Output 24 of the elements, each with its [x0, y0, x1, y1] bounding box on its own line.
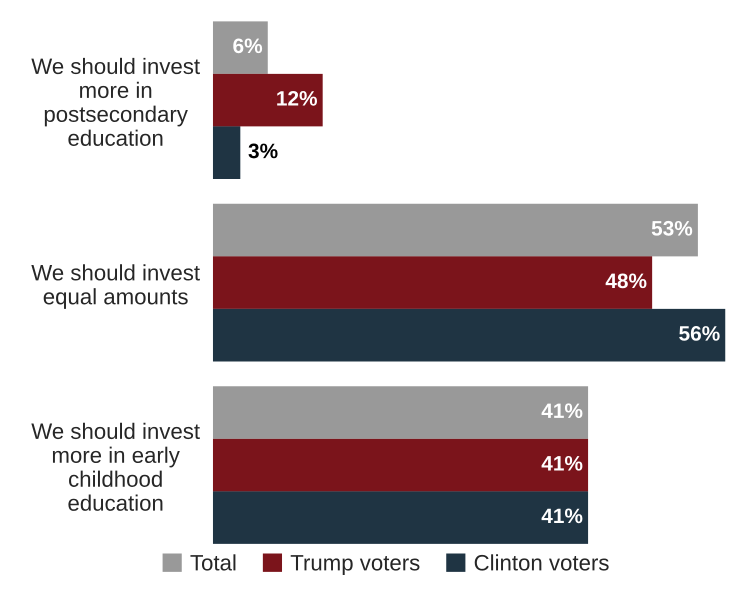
data-label: 12% — [277, 91, 318, 106]
data-label: 6% — [233, 38, 262, 54]
legend-label: Trump voters — [290, 555, 420, 575]
y-tick-label: We should invest more in early childhood education — [31, 422, 200, 511]
bar — [212, 256, 652, 309]
bar — [212, 74, 323, 126]
data-label: 41% — [542, 508, 582, 524]
data-label: 3% — [248, 144, 278, 158]
bar — [212, 491, 588, 544]
data-label: 56% — [679, 326, 720, 341]
data-label: 41% — [542, 403, 582, 418]
bar — [212, 386, 588, 439]
bar — [212, 438, 588, 492]
legend-label: Total — [190, 554, 236, 571]
y-tick-label: We should invest equal amounts — [31, 264, 200, 309]
bar — [212, 308, 726, 362]
data-label: 53% — [652, 220, 692, 236]
bar — [212, 21, 268, 74]
bar — [212, 126, 240, 179]
bar — [212, 204, 698, 256]
y-tick-label: We should invest more in postsecondary education — [31, 58, 200, 146]
data-label: 48% — [606, 273, 646, 288]
legend-label: Clinton voters — [474, 554, 609, 571]
data-label: 41% — [542, 456, 582, 471]
